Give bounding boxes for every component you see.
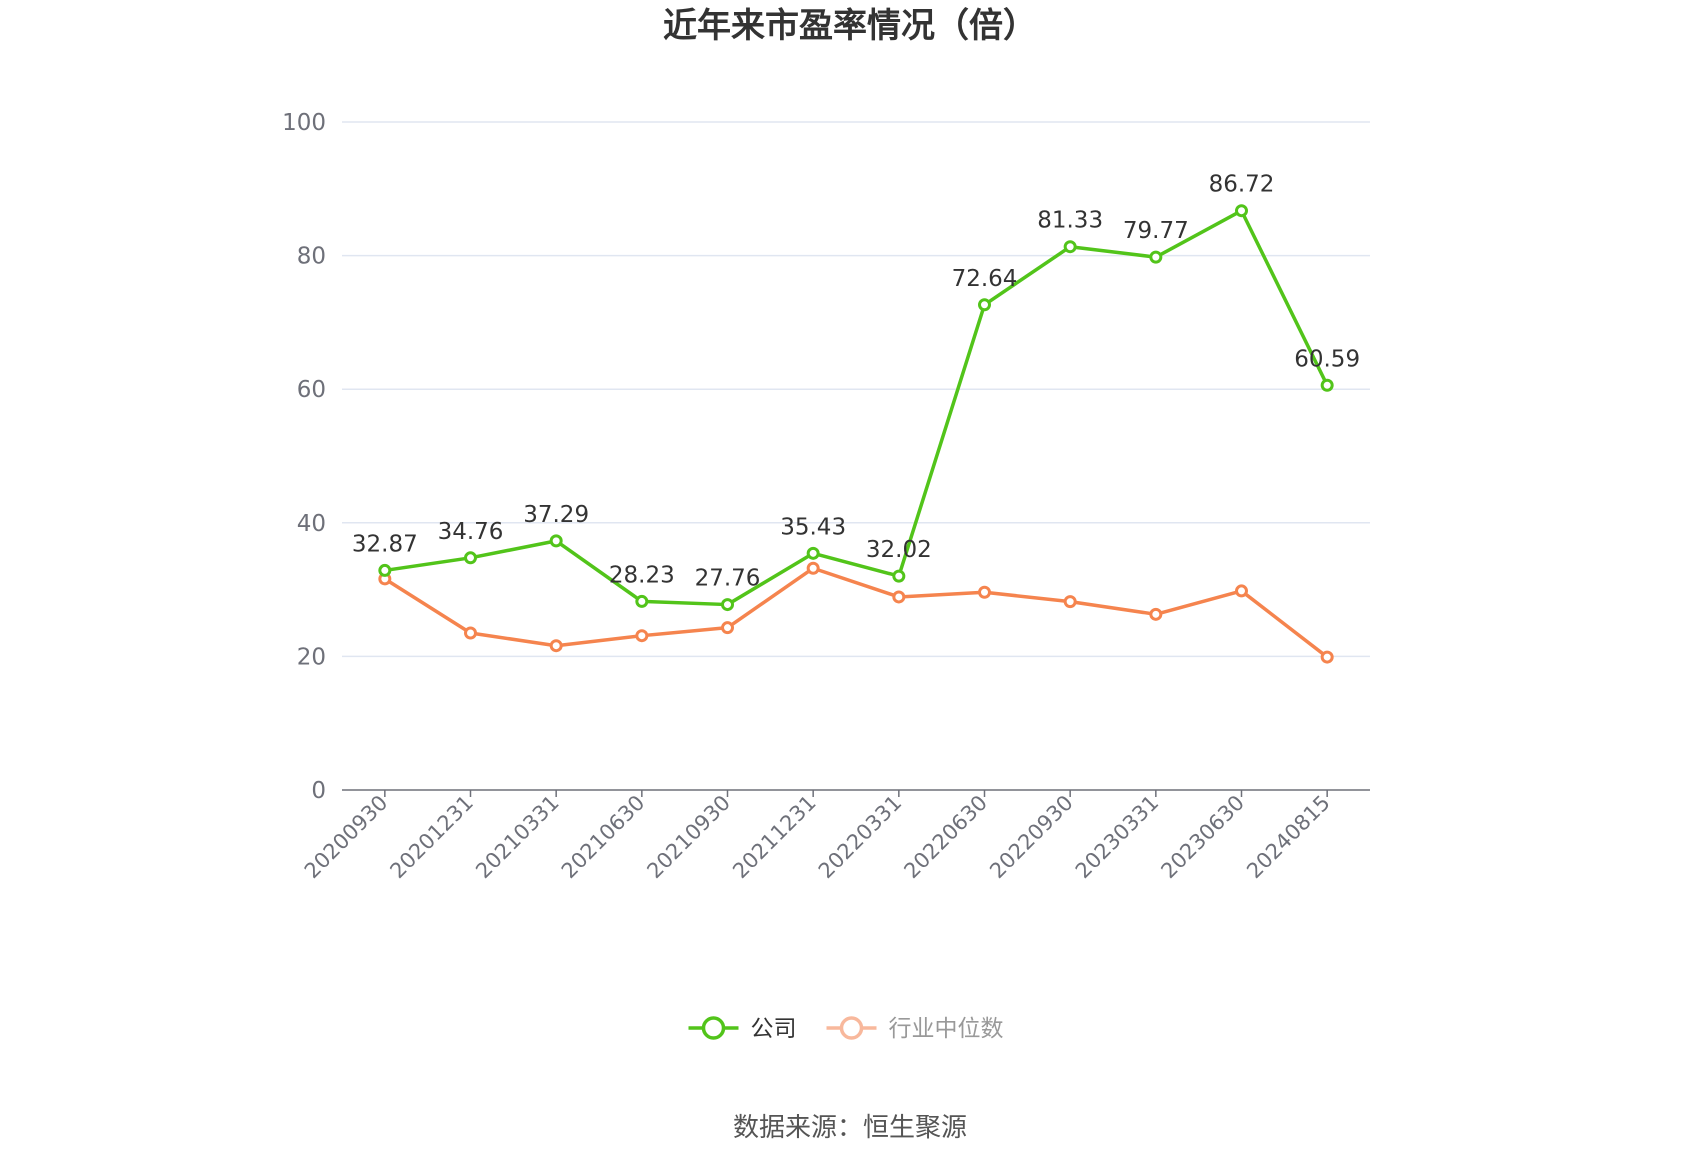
x-tick-label: 20230630 <box>1156 791 1249 884</box>
data-label: 32.87 <box>352 531 418 557</box>
data-point[interactable] <box>378 563 392 577</box>
data-label: 60.59 <box>1294 346 1360 372</box>
data-point[interactable] <box>635 629 649 643</box>
legend-marker <box>839 1016 864 1040</box>
data-point[interactable] <box>978 585 991 599</box>
legend-label: 行业中位数 <box>889 1016 1004 1042</box>
data-point[interactable] <box>1235 584 1248 598</box>
x-tick-label: 20210331 <box>471 791 564 884</box>
series-0 <box>378 204 1334 612</box>
y-axis: 0 20 40 60 80 100 <box>282 110 326 804</box>
data-point[interactable] <box>721 621 734 635</box>
series-line <box>383 566 1329 659</box>
data-point[interactable] <box>806 546 820 560</box>
data-label: 34.76 <box>438 519 504 545</box>
x-tick-label: 20200930 <box>300 791 393 884</box>
x-tick-label: 20220930 <box>985 791 1078 884</box>
x-tick-label: 20220331 <box>814 791 907 884</box>
x-tick-label: 20210630 <box>557 791 650 884</box>
data-point[interactable] <box>806 561 820 575</box>
data-point[interactable] <box>892 590 906 604</box>
data-point[interactable] <box>1320 650 1334 664</box>
data-point[interactable] <box>1320 378 1334 392</box>
data-label: 35.43 <box>780 514 846 540</box>
chart-title: 近年来市盈率情况（倍） <box>663 6 1037 46</box>
data-source: 数据来源：恒生聚源 <box>733 1113 967 1143</box>
y-tick-label: 80 <box>297 244 326 270</box>
data-point[interactable] <box>978 298 991 312</box>
data-point[interactable] <box>549 639 563 653</box>
data-label: 81.33 <box>1037 208 1103 234</box>
data-point[interactable] <box>635 594 649 608</box>
grid-lines <box>342 121 1370 658</box>
data-point[interactable] <box>464 551 477 565</box>
x-axis: 2020093020201231202103312021063020210930… <box>300 789 1370 884</box>
x-tick-label: 20230331 <box>1071 791 1164 884</box>
data-point[interactable] <box>549 534 563 548</box>
data-point[interactable] <box>892 569 906 583</box>
data-point[interactable] <box>1063 595 1077 609</box>
data-point[interactable] <box>1149 250 1163 264</box>
y-tick-label: 60 <box>297 377 326 403</box>
series-1 <box>378 561 1334 664</box>
y-tick-label: 0 <box>311 778 326 804</box>
y-tick-label: 100 <box>282 110 326 136</box>
x-tick-label: 20210930 <box>642 791 735 884</box>
data-label: 79.77 <box>1123 218 1189 244</box>
x-tick-label: 20220630 <box>899 791 992 884</box>
data-point[interactable] <box>1063 240 1077 254</box>
x-tick-label: 20240815 <box>1242 791 1335 884</box>
y-tick-label: 20 <box>297 644 326 670</box>
data-point[interactable] <box>1149 607 1163 621</box>
data-point[interactable] <box>464 626 477 640</box>
data-label: 28.23 <box>609 562 675 588</box>
data-label: 37.29 <box>523 502 589 528</box>
legend-item-0[interactable]: 公司 <box>688 1016 797 1042</box>
data-labels: 32.87 34.76 37.29 28.23 27.76 35.43 32.02 72.64… <box>352 172 1360 592</box>
legend: 公司 行业中位数 <box>688 1016 1004 1042</box>
data-label: 72.64 <box>952 266 1018 292</box>
legend-item-1[interactable]: 行业中位数 <box>826 1016 1004 1042</box>
series-group <box>378 204 1334 664</box>
y-tick-label: 40 <box>297 511 326 537</box>
data-label: 32.02 <box>866 537 932 563</box>
legend-label: 公司 <box>751 1016 797 1042</box>
x-tick-label: 20201231 <box>385 791 478 884</box>
series-line <box>384 208 1329 607</box>
data-point[interactable] <box>721 598 734 612</box>
legend-marker <box>701 1016 726 1040</box>
x-tick-label: 20211231 <box>728 791 821 884</box>
data-point[interactable] <box>1235 204 1248 218</box>
data-label: 86.72 <box>1209 172 1275 198</box>
data-label: 27.76 <box>695 566 761 592</box>
